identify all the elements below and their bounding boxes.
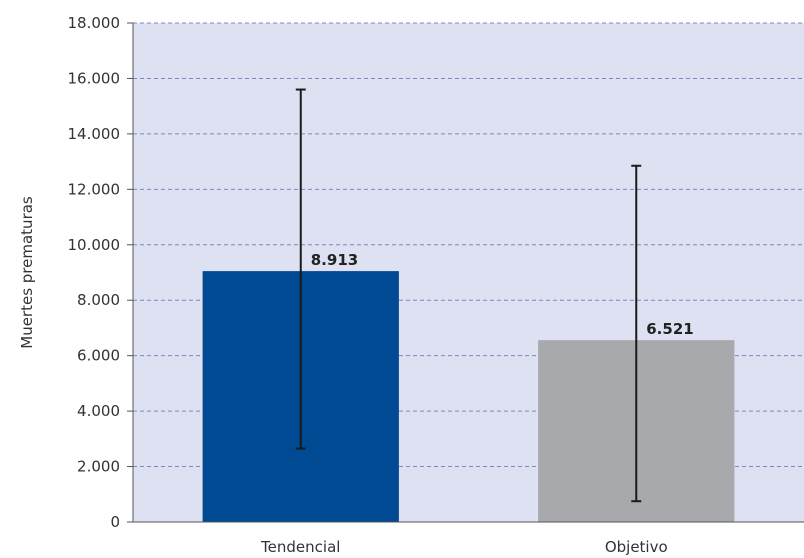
y-tick-label: 18.000 [68,14,121,32]
y-tick-label: 0 [110,513,120,531]
axes [127,22,804,523]
y-tick-label: 14.000 [68,125,121,143]
y-tick-label: 2.000 [77,458,120,476]
labels: 0 2.000 4.000 6.000 8.000 10.000 12.000 14.000 1… [68,14,694,556]
data-label: 6.521 [646,320,693,338]
y-tick-label: 6.000 [77,347,120,365]
y-tick-label: 8.000 [77,291,120,309]
data-label: 8.913 [311,251,358,269]
x-tick-label: Objetivo [605,538,668,556]
error-bars [295,88,642,503]
y-tick-label: 12.000 [68,180,121,198]
y-tick-label: 4.000 [77,402,120,420]
y-tick-label: 10.000 [68,236,121,254]
y-tick-label: 16.000 [68,69,121,87]
y-axis-title: Muertes prematuras [18,196,36,349]
x-tick-label: Tendencial [260,538,340,556]
